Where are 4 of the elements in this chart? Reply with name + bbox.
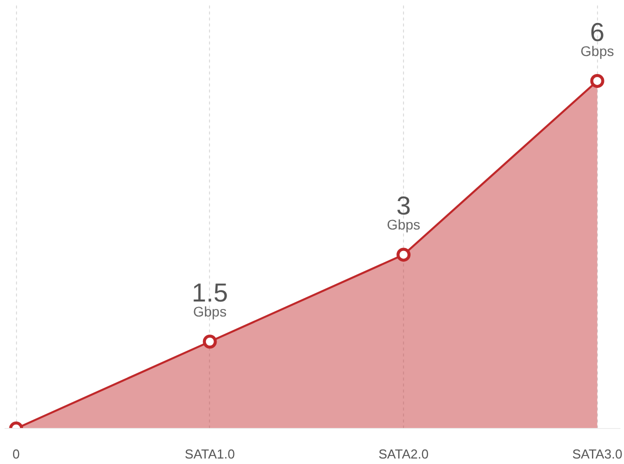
x-tick-label: 0 [12,446,20,462]
x-tick-label: SATA1.0 [184,446,235,462]
x-tick-label: SATA2.0 [378,446,429,462]
x-tick-label: SATA3.0 [572,446,622,462]
